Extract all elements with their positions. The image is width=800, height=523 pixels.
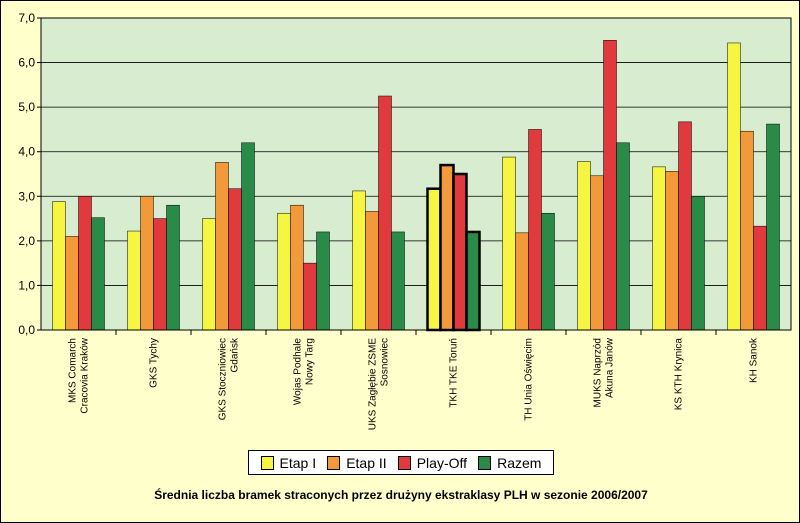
bar — [515, 232, 529, 331]
legend-label: Etap II — [346, 454, 387, 471]
bar — [91, 217, 105, 331]
x-category-label: Gdańsk — [230, 337, 241, 372]
bar — [678, 121, 692, 331]
bar — [127, 230, 141, 331]
bar — [202, 218, 216, 331]
bar — [228, 188, 242, 331]
bar — [502, 156, 516, 331]
legend-swatch-etap-2 — [327, 455, 341, 470]
x-category-label: TKH TKE Toruń — [449, 338, 460, 408]
bar — [215, 162, 229, 331]
x-category-label: MUKS Naprzód — [593, 338, 604, 407]
bar — [528, 129, 542, 331]
x-category-label: Sosnowiec — [380, 338, 391, 386]
bars — [52, 40, 780, 332]
legend-item-play-off: Play-Off — [397, 454, 468, 471]
bar — [616, 142, 630, 331]
bar — [140, 196, 154, 331]
bar — [316, 231, 330, 331]
legend-swatch-play-off — [397, 455, 411, 470]
bar — [691, 196, 705, 331]
bar — [439, 163, 455, 332]
bar — [352, 190, 366, 331]
bar — [753, 225, 767, 331]
bar — [78, 196, 92, 331]
bar — [241, 142, 255, 331]
bar — [303, 262, 317, 331]
legend: Etap I Etap II Play-Off Razem — [248, 450, 554, 475]
legend-item-etap-1: Etap I — [260, 454, 317, 471]
y-tick-label: 5,0 — [18, 100, 35, 114]
y-axis: 0,0 1,0 2,0 3,0 4,0 5,0 6,0 7,0 — [18, 11, 41, 337]
y-tick-label: 4,0 — [18, 145, 35, 159]
bar — [541, 212, 555, 331]
bar — [766, 123, 780, 331]
bar — [740, 130, 754, 331]
legend-label: Play-Off — [416, 454, 468, 471]
y-tick-label: 3,0 — [18, 189, 35, 203]
bar — [652, 166, 666, 331]
legend-swatch-etap-1 — [260, 455, 274, 470]
bar — [391, 231, 405, 331]
legend-label: Etap I — [279, 454, 317, 471]
x-category-label: Cracovia Kraków — [80, 337, 91, 413]
bar — [590, 175, 604, 331]
bar — [452, 172, 468, 332]
bar — [426, 187, 442, 332]
bar — [52, 201, 66, 331]
bar — [665, 171, 679, 331]
y-tick-label: 7,0 — [18, 11, 35, 25]
y-tick-label: 6,0 — [18, 56, 35, 70]
legend-label: Razem — [497, 454, 542, 471]
y-tick-label: 0,0 — [18, 323, 35, 337]
bar — [277, 212, 291, 331]
x-category-label: Akuna Janów — [605, 337, 616, 398]
x-category-label: TH Unia Oświęcim — [524, 338, 535, 421]
x-category-label: GKS Tychy — [149, 338, 160, 388]
x-category-label: MKS Comarch — [68, 338, 79, 403]
bar — [727, 42, 741, 331]
bar — [365, 211, 379, 331]
bar — [603, 40, 617, 331]
bar — [65, 236, 79, 331]
x-category-label: GKS Stoczniowiec — [218, 338, 229, 420]
x-category-label: Nowy Targ — [305, 338, 316, 385]
legend-item-etap-2: Etap II — [327, 454, 387, 471]
chart-title: Średnia liczba bramek straconych przez d… — [154, 488, 648, 502]
legend-item-razem: Razem — [478, 455, 541, 471]
x-category-label: KH Sanok — [749, 337, 760, 383]
bar — [577, 161, 591, 331]
bar — [166, 204, 180, 331]
x-category-label: KS KTH Krynica — [674, 338, 685, 411]
x-category-label: Wojas Podhale — [293, 338, 304, 406]
bar — [153, 218, 167, 331]
x-axis: MKS Comarch Cracovia Kraków GKS Tychy GKS S… — [41, 329, 791, 431]
bar — [378, 95, 392, 331]
bar — [465, 230, 481, 332]
y-tick-label: 1,0 — [18, 278, 35, 292]
y-tick-label: 2,0 — [18, 234, 35, 248]
legend-swatch-razem — [478, 455, 492, 470]
bar — [290, 204, 304, 331]
x-category-label: UKS Zagłębie ZSME — [368, 338, 379, 431]
